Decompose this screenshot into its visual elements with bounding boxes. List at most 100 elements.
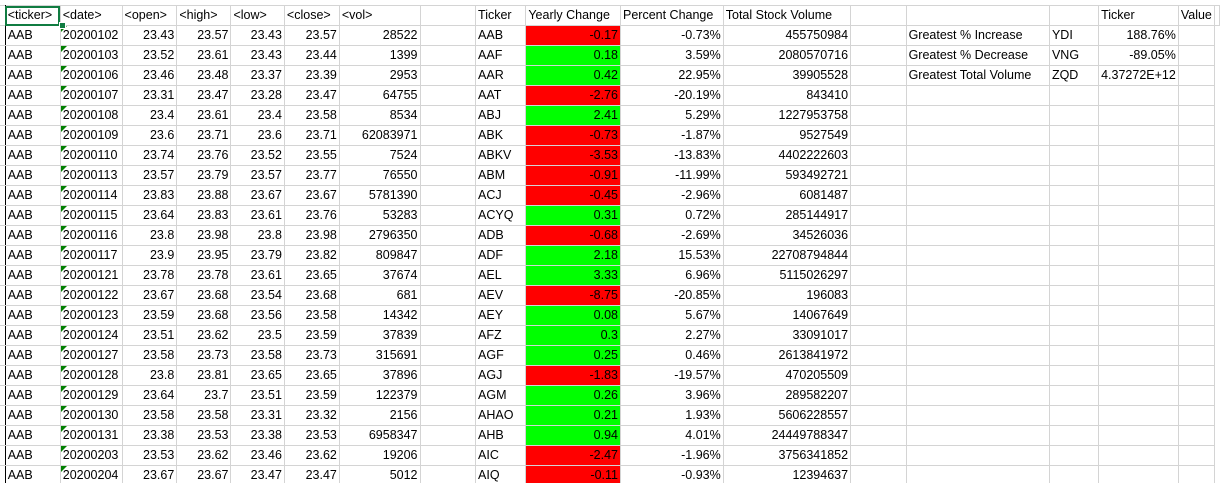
cell-total-volume[interactable]: 24449788347 [723,425,852,446]
empty-cell[interactable] [420,125,477,146]
cell-close[interactable]: 23.47 [284,85,340,106]
empty-cell[interactable] [1178,145,1216,166]
empty-cell[interactable] [1178,325,1216,346]
empty-cell[interactable] [850,465,907,483]
empty-cell[interactable] [1178,245,1216,266]
cell-greatest-label[interactable] [906,265,1050,286]
cell-date[interactable]: 20200129 [60,385,123,406]
cell-open[interactable]: 23.38 [122,425,178,446]
empty-cell[interactable] [420,225,477,246]
cell-greatest-value[interactable] [1098,225,1179,246]
empty-cell[interactable] [1178,425,1216,446]
cell-greatest-ticker[interactable] [1049,125,1100,146]
cell-percent-change[interactable]: 5.29% [620,105,724,126]
cell-summary-ticker[interactable]: ABM [475,165,527,186]
header-summary-ticker[interactable]: Ticker [475,5,527,26]
cell-vol[interactable]: 681 [339,285,421,306]
cell-close[interactable]: 23.53 [284,425,340,446]
cell-yearly-change[interactable]: -0.91 [525,165,621,186]
header-low[interactable]: <low> [230,5,285,26]
cell-greatest-label[interactable] [906,125,1050,146]
cell-date[interactable]: 20200121 [60,265,123,286]
cell-date[interactable]: 20200131 [60,425,123,446]
cell-percent-change[interactable]: -20.85% [620,285,724,306]
cell-open[interactable]: 23.53 [122,445,178,466]
cell-summary-ticker[interactable]: AGF [475,345,527,366]
cell-greatest-ticker[interactable] [1049,445,1100,466]
cell-yearly-change[interactable]: 0.21 [525,405,621,426]
cell-total-volume[interactable]: 34526036 [723,225,852,246]
empty-cell[interactable] [1178,445,1216,466]
cell-low[interactable]: 23.31 [230,405,285,426]
empty-cell[interactable] [850,165,907,186]
cell-low[interactable]: 23.37 [230,65,285,86]
cell-percent-change[interactable]: -1.96% [620,445,724,466]
cell-total-volume[interactable]: 6081487 [723,185,852,206]
cell-open[interactable]: 23.64 [122,205,178,226]
cell-close[interactable]: 23.67 [284,185,340,206]
empty-cell[interactable] [850,225,907,246]
cell-percent-change[interactable]: 2.27% [620,325,724,346]
empty-cell[interactable] [850,265,907,286]
empty-cell[interactable] [850,325,907,346]
cell-ticker[interactable]: AAB [5,85,61,106]
empty-cell[interactable] [850,125,907,146]
empty-cell[interactable] [1178,285,1216,306]
cell-percent-change[interactable]: 1.93% [620,405,724,426]
cell-ticker[interactable]: AAB [5,145,61,166]
cell-low[interactable]: 23.54 [230,285,285,306]
empty-cell[interactable] [1178,305,1216,326]
cell-high[interactable]: 23.81 [176,365,232,386]
cell-open[interactable]: 23.59 [122,305,178,326]
empty-cell[interactable] [850,385,907,406]
cell-low[interactable]: 23.38 [230,425,285,446]
cell-high[interactable]: 23.62 [176,445,232,466]
cell-greatest-value[interactable] [1098,245,1179,266]
cell-summary-ticker[interactable]: ABK [475,125,527,146]
header-greatest-value[interactable]: Value [1178,5,1216,26]
cell-total-volume[interactable]: 1227953758 [723,105,852,126]
cell-percent-change[interactable]: 0.72% [620,205,724,226]
cell-low[interactable]: 23.28 [230,85,285,106]
cell-ticker[interactable]: AAB [5,305,61,326]
cell-low[interactable]: 23.58 [230,345,285,366]
empty-cell[interactable] [850,365,907,386]
cell-greatest-ticker[interactable] [1049,185,1100,206]
cell-summary-ticker[interactable]: AAF [475,45,527,66]
cell-close[interactable]: 23.39 [284,65,340,86]
cell-yearly-change[interactable]: 0.26 [525,385,621,406]
empty-cell[interactable] [906,5,1050,26]
cell-vol[interactable]: 2796350 [339,225,421,246]
cell-close[interactable]: 23.59 [284,385,340,406]
cell-total-volume[interactable]: 14067649 [723,305,852,326]
cell-percent-change[interactable]: -0.73% [620,25,724,46]
cell-date[interactable]: 20200127 [60,345,123,366]
cell-vol[interactable]: 37674 [339,265,421,286]
cell-percent-change[interactable]: -1.87% [620,125,724,146]
empty-cell[interactable] [1049,5,1100,26]
cell-open[interactable]: 23.67 [122,465,178,483]
empty-cell[interactable] [1178,265,1216,286]
empty-cell[interactable] [1178,405,1216,426]
empty-cell[interactable] [1178,185,1216,206]
empty-cell[interactable] [420,185,477,206]
cell-high[interactable]: 23.78 [176,265,232,286]
cell-vol[interactable]: 37896 [339,365,421,386]
cell-open[interactable]: 23.58 [122,345,178,366]
empty-cell[interactable] [850,25,907,46]
cell-greatest-label[interactable] [906,245,1050,266]
cell-greatest-value[interactable] [1098,185,1179,206]
cell-low[interactable]: 23.47 [230,465,285,483]
cell-total-volume[interactable]: 9527549 [723,125,852,146]
cell-greatest-label[interactable] [906,185,1050,206]
cell-yearly-change[interactable]: 0.18 [525,45,621,66]
cell-open[interactable]: 23.74 [122,145,178,166]
cell-greatest-value[interactable]: -89.05% [1098,45,1179,66]
cell-low[interactable]: 23.56 [230,305,285,326]
cell-open[interactable]: 23.4 [122,105,178,126]
empty-cell[interactable] [420,405,477,426]
cell-high[interactable]: 23.61 [176,45,232,66]
cell-greatest-label[interactable]: Greatest % Decrease [906,45,1050,66]
cell-date[interactable]: 20200114 [60,185,123,206]
cell-yearly-change[interactable]: -0.17 [525,25,621,46]
